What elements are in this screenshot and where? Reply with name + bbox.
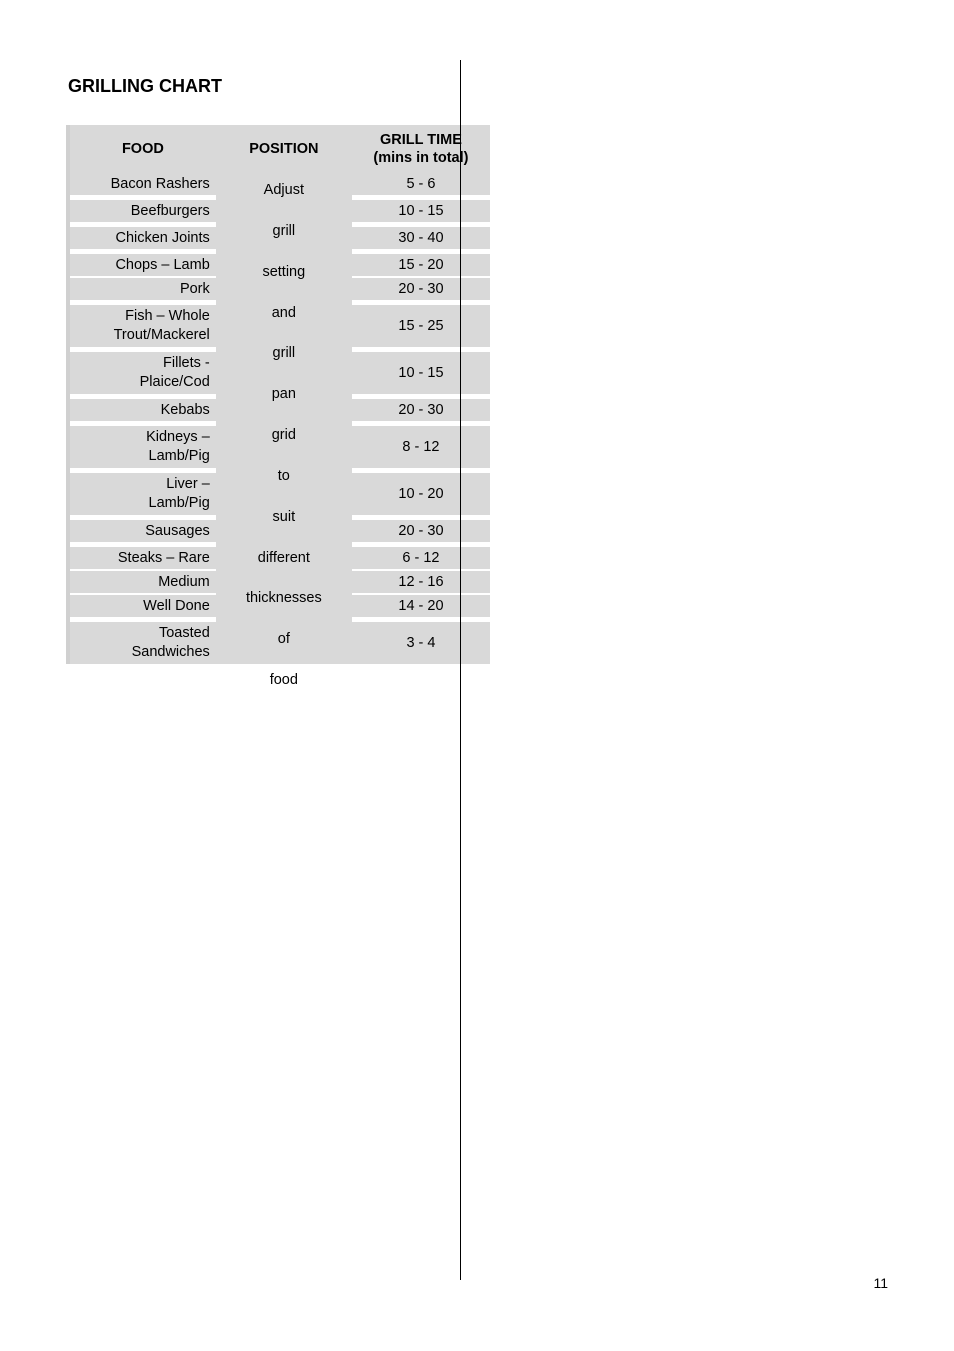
food-chops-lamb: Chops – Lamb — [66, 254, 216, 276]
food-bacon: Bacon Rashers — [66, 173, 216, 195]
time-sausages: 20 - 30 — [352, 520, 490, 542]
header-position: POSITION — [216, 125, 352, 173]
time-bacon: 5 - 6 — [352, 173, 490, 195]
food-steaks-well: Well Done — [66, 595, 216, 617]
food-fillets: Fillets -Plaice/Cod — [66, 352, 216, 394]
food-toasted: ToastedSandwiches — [66, 622, 216, 664]
food-steaks-medium: Medium — [66, 571, 216, 593]
food-kebabs: Kebabs — [66, 399, 216, 421]
time-kidneys: 8 - 12 — [352, 426, 490, 468]
time-steaks-rare: 6 - 12 — [352, 547, 490, 569]
position-instruction: Adjust grill setting and grill pan grid … — [216, 173, 352, 664]
time-kebabs: 20 - 30 — [352, 399, 490, 421]
food-chicken: Chicken Joints — [66, 227, 216, 249]
time-steaks-well: 14 - 20 — [352, 595, 490, 617]
food-sausages: Sausages — [66, 520, 216, 542]
column-position: POSITION Adjust grill setting and grill … — [216, 125, 352, 664]
grilling-chart-table: FOOD Bacon Rashers Beefburgers Chicken J… — [66, 125, 490, 664]
header-time: GRILL TIME(mins in total) — [352, 125, 490, 173]
column-divider — [460, 60, 461, 1280]
page-number: 11 — [873, 1275, 888, 1291]
time-toasted: 3 - 4 — [352, 622, 490, 664]
time-steaks-medium: 12 - 16 — [352, 571, 490, 593]
food-liver: Liver –Lamb/Pig — [66, 473, 216, 515]
column-food: FOOD Bacon Rashers Beefburgers Chicken J… — [66, 125, 216, 664]
food-steaks-rare: Steaks – Rare — [66, 547, 216, 569]
time-fillets: 10 - 15 — [352, 352, 490, 394]
time-liver: 10 - 20 — [352, 473, 490, 515]
time-chops-lamb: 15 - 20 — [352, 254, 490, 276]
column-time: GRILL TIME(mins in total) 5 - 6 10 - 15 … — [352, 125, 490, 664]
time-chops-pork: 20 - 30 — [352, 278, 490, 300]
time-chicken: 30 - 40 — [352, 227, 490, 249]
chart-title: GRILLING CHART — [68, 76, 888, 97]
food-chops-pork: Pork — [66, 278, 216, 300]
page-content: GRILLING CHART FOOD Bacon Rashers Beefbu… — [0, 0, 954, 664]
food-beefburgers: Beefburgers — [66, 200, 216, 222]
header-food: FOOD — [66, 125, 216, 173]
time-fish-whole: 15 - 25 — [352, 305, 490, 347]
time-beefburgers: 10 - 15 — [352, 200, 490, 222]
food-kidneys: Kidneys –Lamb/Pig — [66, 426, 216, 468]
food-fish-whole: Fish – WholeTrout/Mackerel — [66, 305, 216, 347]
